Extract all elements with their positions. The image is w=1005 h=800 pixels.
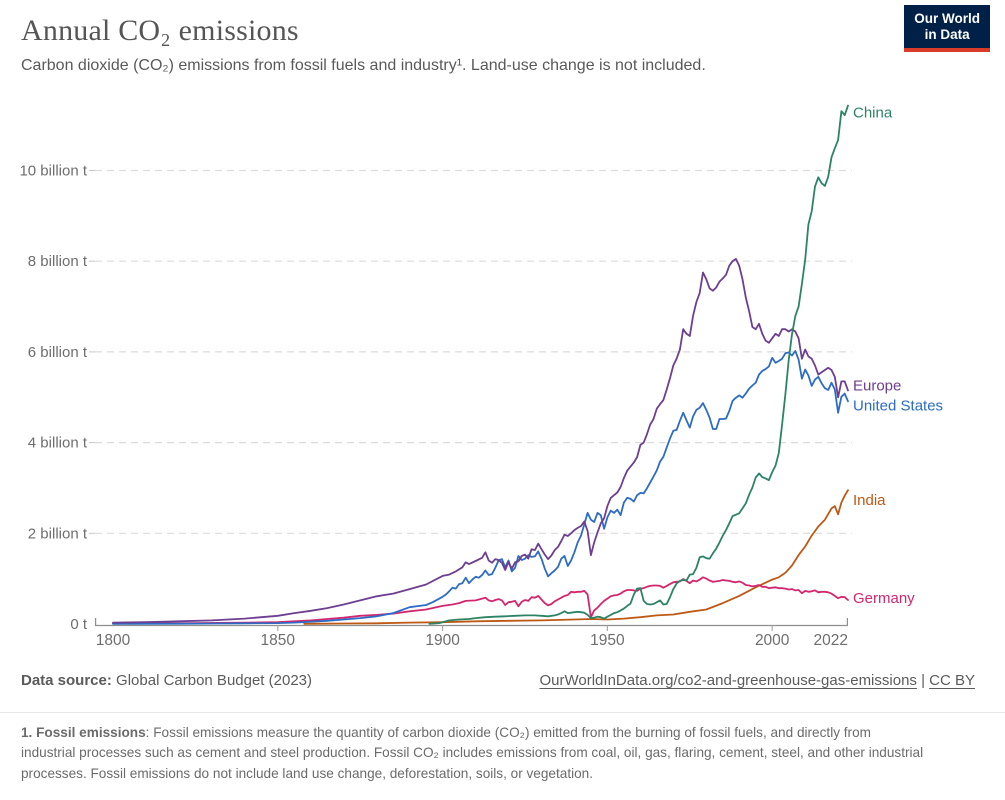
x-axis-label: 2022 bbox=[814, 632, 848, 649]
united-states-label[interactable]: United States bbox=[853, 397, 943, 414]
chart-area[interactable]: 0 t 2 billion t 4 billion t 6 billion t 8 bi… bbox=[0, 88, 1005, 660]
cc-by-link[interactable]: CC BY bbox=[929, 672, 975, 689]
y-axis-label: 8 billion t bbox=[28, 253, 88, 270]
emissions-line-chart[interactable]: 0 t 2 billion t 4 billion t 6 billion t 8 bi… bbox=[0, 88, 1005, 660]
chart-subtitle: Carbon dioxide (CO₂) emissions from foss… bbox=[21, 57, 706, 74]
owid-logo[interactable]: Our World in Data bbox=[904, 5, 990, 52]
x-axis-label: 2000 bbox=[755, 632, 790, 649]
europe-label[interactable]: Europe bbox=[853, 377, 901, 394]
data-source: Data source: Global Carbon Budget (2023) bbox=[21, 672, 313, 689]
page-title: Annual CO₂ emissions bbox=[21, 14, 299, 47]
india-label[interactable]: India bbox=[853, 492, 886, 509]
y-axis-label: 10 billion t bbox=[19, 163, 87, 180]
europe-line[interactable] bbox=[112, 257, 849, 624]
owid-logo-text: Our World in Data bbox=[904, 5, 990, 48]
y-axis-label: 0 t bbox=[70, 616, 88, 633]
x-axis-label: 1950 bbox=[590, 632, 625, 649]
owid-url-link[interactable]: OurWorldInData.org/co2-and-greenhouse-ga… bbox=[539, 672, 917, 689]
germany-label[interactable]: Germany bbox=[853, 590, 915, 607]
x-axis-label: 1850 bbox=[261, 632, 296, 649]
china-line[interactable] bbox=[428, 104, 849, 625]
y-axis-label: 6 billion t bbox=[28, 344, 88, 361]
y-axis-label: 4 billion t bbox=[28, 435, 88, 452]
india-line[interactable] bbox=[303, 489, 849, 625]
chart-header: Annual CO₂ emissions Carbon dioxide (CO₂… bbox=[21, 14, 984, 75]
x-axis-label: 1800 bbox=[96, 632, 131, 649]
footnote: 1. Fossil emissions: Fossil emissions me… bbox=[21, 725, 924, 781]
united-states-line[interactable] bbox=[112, 350, 849, 625]
footer-divider bbox=[0, 712, 1005, 713]
footer-links: OurWorldInData.org/co2-and-greenhouse-ga… bbox=[539, 672, 976, 689]
china-label[interactable]: China bbox=[853, 105, 893, 122]
y-axis-label: 2 billion t bbox=[28, 525, 88, 542]
chart-footer: Data source: Global Carbon Budget (2023)… bbox=[21, 672, 975, 689]
x-axis-label: 1900 bbox=[425, 632, 460, 649]
owid-logo-red-bar bbox=[904, 48, 990, 52]
germany-line[interactable] bbox=[112, 576, 849, 625]
